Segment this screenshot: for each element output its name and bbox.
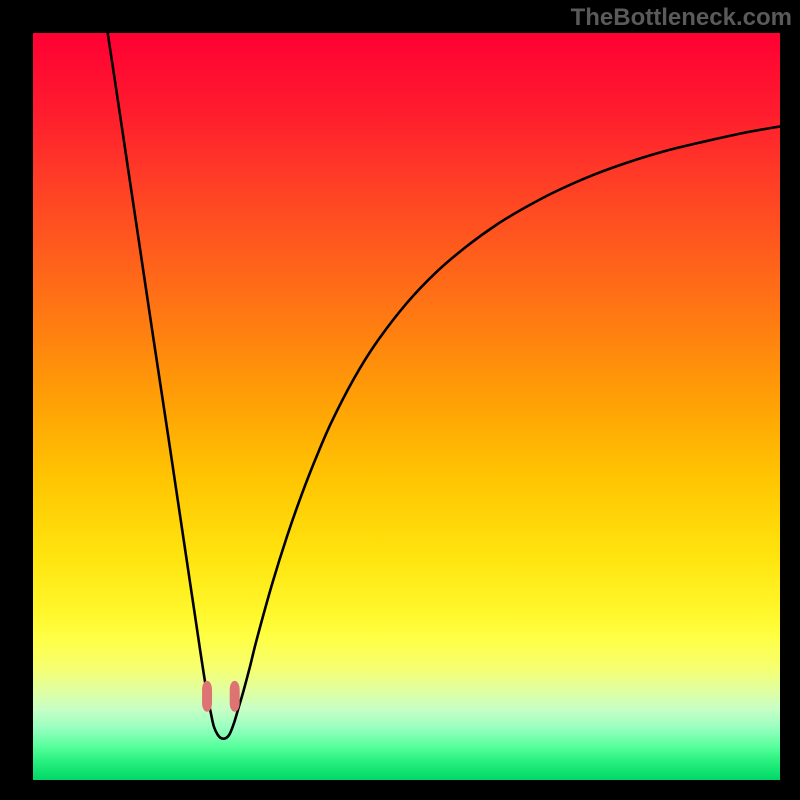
chart-frame: TheBottleneck.com [0, 0, 800, 800]
curve-marker-0 [203, 681, 212, 711]
curve-marker-1 [230, 681, 239, 711]
plot-background [33, 33, 780, 780]
bottleneck-chart [0, 0, 800, 800]
